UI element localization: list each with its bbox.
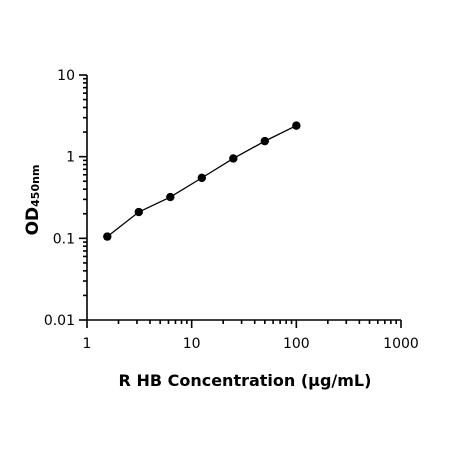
y-tick-label: 0.1 bbox=[53, 231, 75, 247]
data-point bbox=[229, 154, 238, 163]
x-axis-title: R HB Concentration (µg/mL) bbox=[119, 371, 372, 390]
x-tick-label: 100 bbox=[283, 336, 310, 352]
y-axis-title-subscript: 450nm bbox=[29, 165, 42, 207]
data-point bbox=[103, 232, 112, 241]
x-tick-label: 10 bbox=[183, 336, 201, 352]
data-point bbox=[197, 173, 207, 183]
y-tick-label: 0.01 bbox=[44, 313, 75, 329]
svg-text:OD450nm: OD450nm bbox=[23, 165, 43, 236]
data-point bbox=[260, 136, 270, 146]
x-tick-label: 1000 bbox=[383, 336, 419, 352]
y-axis-title: OD450nm bbox=[23, 165, 43, 236]
y-tick-label: 10 bbox=[57, 68, 75, 84]
tick-labels: 1 10 100 1000 0.01 0.1 1 10 bbox=[44, 68, 419, 352]
x-tick-label: 1 bbox=[83, 336, 92, 352]
y-axis-title-main: OD bbox=[23, 207, 43, 236]
data-point bbox=[134, 207, 143, 217]
data-point bbox=[166, 192, 175, 202]
data-point bbox=[292, 121, 301, 130]
y-tick-label: 1 bbox=[66, 150, 75, 166]
data-points bbox=[103, 121, 301, 241]
axes bbox=[79, 74, 402, 328]
